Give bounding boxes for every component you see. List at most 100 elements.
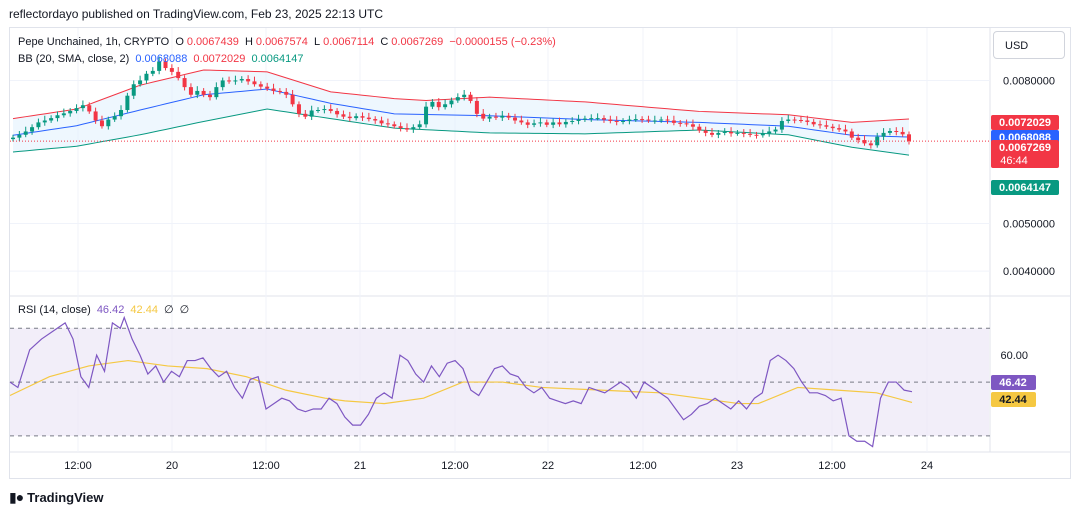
candle-body — [404, 128, 409, 130]
candle-body — [722, 131, 727, 133]
candle-body — [373, 119, 378, 121]
candle-body — [671, 120, 676, 123]
candle-body — [341, 114, 346, 117]
candle-body — [220, 80, 225, 88]
candle-body — [868, 143, 873, 146]
candle-body — [182, 78, 187, 88]
price-axis-label-bg — [991, 140, 1059, 168]
candle-body — [741, 132, 746, 134]
candle-body — [621, 120, 626, 122]
candle-body — [887, 130, 892, 133]
symbol-label[interactable]: Pepe Unchained, 1h, CRYPTO — [18, 36, 170, 48]
candle-body — [779, 120, 784, 130]
candle-body — [557, 122, 562, 125]
bb-basis-value: 0.0068088 — [135, 53, 188, 65]
candle-body — [80, 105, 85, 109]
candle-body — [684, 123, 689, 125]
candle-body — [284, 91, 289, 95]
close-value: 0.0067269 — [391, 36, 444, 48]
candle-body — [17, 134, 22, 138]
rsi-legend: RSI (14, close) 46.42 42.44 ∅ ∅ — [18, 303, 192, 316]
price-axis-label-bg — [991, 180, 1059, 195]
candle-body — [347, 116, 352, 119]
candle-body — [398, 126, 403, 129]
candle-body — [277, 90, 282, 92]
rsi-extra-1: ∅ — [164, 304, 174, 316]
candle-body — [303, 113, 308, 117]
footer-brand[interactable]: ▮● TradingView — [9, 489, 104, 506]
close-label: C — [380, 36, 389, 48]
candle-body — [252, 81, 257, 85]
change-value: −0.0000155 (−0.23%) — [449, 36, 556, 48]
candle-body — [316, 110, 321, 112]
candle-body — [455, 97, 460, 101]
candle-body — [474, 100, 479, 114]
candle-body — [576, 119, 581, 121]
candle-body — [652, 120, 657, 122]
bb-label[interactable]: BB (20, SMA, close, 2) — [18, 53, 130, 65]
candle-body — [703, 130, 708, 133]
x-tick-label: 22 — [542, 460, 554, 472]
rsi-label[interactable]: RSI (14, close) — [18, 304, 91, 316]
candle-body — [195, 90, 200, 95]
candle-body — [30, 127, 35, 132]
x-tick-label: 12:00 — [441, 460, 469, 472]
open-value: 0.0067439 — [186, 36, 239, 48]
chart-frame[interactable] — [9, 27, 1071, 479]
candle-body — [589, 118, 594, 120]
candle-body — [601, 118, 606, 120]
candle-body — [538, 122, 543, 124]
high-label: H — [244, 36, 253, 48]
price-axis-label: 0.0064147 — [999, 182, 1051, 194]
high-value: 0.0067574 — [255, 36, 308, 48]
candle-body — [379, 120, 384, 124]
x-tick-label: 12:00 — [252, 460, 280, 472]
candle-body — [169, 68, 174, 72]
candle-body — [862, 140, 867, 144]
x-tick-label: 12:00 — [818, 460, 846, 472]
candle-body — [894, 130, 899, 132]
candle-body — [138, 80, 143, 85]
candle-body — [614, 120, 619, 122]
candle-body — [296, 104, 301, 114]
candle-body — [360, 116, 365, 118]
candle-body — [93, 111, 98, 121]
rsi-value: 46.42 — [96, 304, 125, 316]
x-tick-label: 24 — [921, 460, 933, 472]
rsi-extra-2: ∅ — [179, 304, 190, 316]
candle-body — [735, 132, 740, 134]
candle-body — [188, 87, 193, 95]
countdown-label: 46:44 — [1000, 155, 1028, 167]
candle-body — [417, 124, 422, 128]
candle-body — [214, 87, 219, 98]
candle-body — [354, 116, 359, 119]
candle-body — [74, 108, 79, 111]
candle-body — [36, 122, 41, 128]
candle-body — [544, 122, 549, 125]
candle-body — [68, 110, 73, 114]
candle-body — [392, 124, 397, 127]
candle-body — [424, 106, 429, 125]
price-axis-label: 0.0067269 — [999, 142, 1051, 154]
candle-body — [309, 110, 314, 117]
low-label: L — [313, 36, 321, 48]
candle-body — [335, 110, 340, 115]
candle-body — [818, 124, 823, 126]
candle-body — [881, 132, 886, 137]
candle-body — [500, 115, 505, 118]
candle-body — [23, 131, 28, 135]
rsi-y-tick-label: 60.00 — [1000, 350, 1028, 362]
brand-name: TradingView — [27, 490, 104, 505]
currency-button[interactable]: USD — [993, 31, 1065, 59]
candle-body — [563, 121, 568, 125]
candle-body — [150, 70, 155, 74]
candle-body — [55, 115, 60, 119]
bb-lower-value: 0.0064147 — [251, 53, 304, 65]
candle-body — [627, 119, 632, 121]
candle-body — [582, 118, 587, 120]
publisher-note: reflectordayo published on TradingView.c… — [9, 7, 384, 21]
candle-body — [665, 119, 670, 121]
candle-body — [436, 101, 441, 108]
x-tick-label: 21 — [354, 460, 366, 472]
